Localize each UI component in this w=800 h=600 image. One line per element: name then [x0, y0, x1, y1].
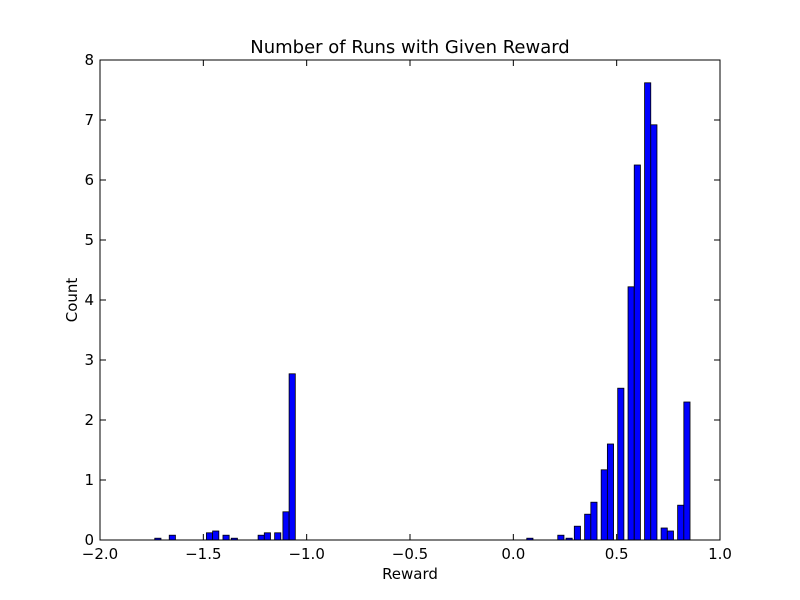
bar-7 — [263, 532, 271, 541]
y-tick-label: 7 — [84, 111, 94, 129]
y-tick-label: 3 — [84, 351, 94, 369]
y-tick-label: 6 — [84, 171, 94, 189]
y-tick-label: 4 — [84, 291, 94, 309]
bar-20 — [627, 286, 635, 541]
bar-24 — [660, 527, 668, 541]
bar-10 — [288, 373, 296, 541]
x-tick-label: −1.5 — [185, 545, 221, 563]
ticks-group: −2.0 −1.5 −1.0 −0.5 0.0 0.5 1.0 0 1 2 3 4 5 6 7 8 — [82, 51, 732, 563]
bar-25 — [666, 530, 674, 541]
y-tick-label: 8 — [84, 51, 94, 69]
x-tick-label: −0.5 — [392, 545, 428, 563]
bar-19 — [617, 387, 625, 541]
bar-4 — [222, 534, 230, 541]
plot-frame — [99, 59, 721, 541]
x-axis-label: Reward — [382, 565, 438, 583]
bar-22 — [644, 82, 652, 541]
bar-1 — [168, 534, 176, 541]
x-tick-label: 0.5 — [605, 545, 629, 563]
bar-23 — [650, 124, 658, 541]
bar-27 — [683, 401, 691, 541]
bar-16 — [590, 501, 598, 541]
chart-title: Number of Runs with Given Reward — [250, 37, 569, 58]
x-tick-label: −2.0 — [82, 545, 118, 563]
x-tick-label: 1.0 — [708, 545, 732, 563]
y-tick-label: 2 — [84, 411, 94, 429]
bar-6 — [257, 534, 265, 541]
bar-12 — [557, 534, 565, 541]
bar-2 — [206, 532, 214, 541]
plot-area — [100, 60, 720, 540]
bar-17 — [600, 469, 608, 541]
bar-26 — [677, 504, 685, 541]
y-axis-label: Count — [63, 278, 81, 323]
x-tick-label: −1.0 — [288, 545, 324, 563]
bar-15 — [584, 513, 592, 541]
bar-18 — [606, 443, 614, 541]
x-tick-label: 0.0 — [501, 545, 525, 563]
y-tick-label: 5 — [84, 231, 94, 249]
bar-8 — [274, 532, 282, 541]
bar-21 — [633, 164, 641, 541]
y-tick-label: 1 — [84, 471, 94, 489]
y-tick-label: 0 — [84, 531, 94, 549]
bar-3 — [212, 530, 220, 541]
bar-14 — [573, 525, 581, 541]
bar-9 — [282, 511, 290, 541]
